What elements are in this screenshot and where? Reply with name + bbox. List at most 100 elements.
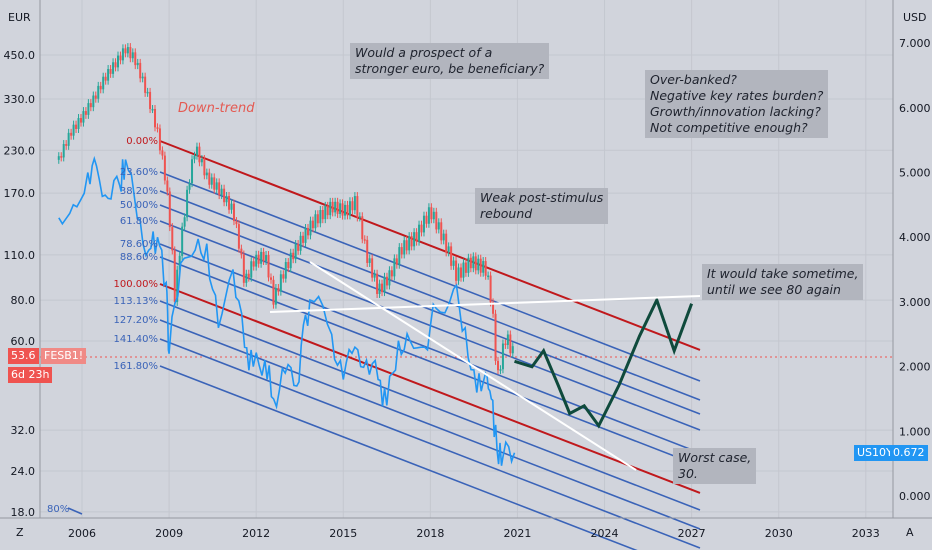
candle-body — [373, 273, 376, 278]
annotation-stronger-euro: Would a prospect of a stronger euro, be … — [350, 43, 550, 79]
candle-body — [252, 261, 255, 267]
candle-body — [413, 232, 416, 247]
candle-body — [437, 222, 440, 230]
candle-body — [376, 273, 379, 294]
candle-body — [134, 52, 137, 66]
auto-scale-button[interactable]: A — [906, 526, 914, 539]
candle-body — [146, 91, 149, 94]
fib-level-label: 0.00% — [126, 136, 158, 147]
candle-body — [220, 188, 223, 196]
fesb-price-badge: 53.6 — [8, 348, 39, 364]
candle-body — [479, 258, 482, 273]
candle-body — [459, 267, 462, 278]
candle-body — [469, 257, 472, 269]
annotation-worst-case: Worst case, 30. — [673, 448, 757, 484]
candle-body — [237, 224, 240, 249]
candle-body — [331, 201, 334, 213]
candle-body — [316, 214, 319, 224]
candle-body — [92, 95, 95, 108]
candle-body — [467, 257, 470, 273]
candle-body — [489, 275, 492, 303]
fib-line — [159, 283, 701, 494]
annotation-take-time: It would take sometime, until we see 80 … — [702, 264, 864, 300]
x-tick-label: 2006 — [68, 527, 96, 540]
candle-body — [348, 201, 351, 216]
fib-line — [159, 256, 701, 467]
left-tick-label: 170.0 — [4, 187, 36, 200]
fib-level-label: 100.00% — [114, 279, 159, 290]
candle-body — [484, 261, 487, 276]
fib-line — [159, 204, 701, 415]
candle-body — [282, 274, 285, 279]
us10y-symbol-badge: US10Y — [854, 445, 896, 461]
candle-body — [154, 108, 157, 128]
candle-body — [420, 224, 423, 233]
candle-body — [173, 250, 176, 302]
z-button[interactable]: Z — [16, 526, 24, 539]
candle-body — [67, 132, 70, 146]
candle-body — [210, 177, 213, 185]
right-tick-label: 4.000 — [899, 231, 931, 244]
candle-body — [247, 273, 250, 278]
candle-body — [442, 233, 445, 241]
candle-body — [262, 251, 265, 262]
candle-body — [75, 124, 78, 129]
candle-body — [385, 276, 388, 286]
support-trend-line — [309, 261, 637, 471]
candle-body — [205, 172, 208, 176]
left-tick-label: 80.0 — [11, 294, 36, 307]
candle-body — [77, 118, 80, 129]
right-axis-unit: USD — [903, 11, 927, 24]
candle-body — [324, 205, 327, 220]
candle-body — [193, 155, 196, 160]
candle-body — [302, 235, 305, 243]
candle-body — [482, 261, 485, 273]
fib-line — [159, 171, 701, 382]
candle-body — [62, 144, 65, 158]
candle-body — [299, 235, 302, 251]
candle-body — [294, 244, 297, 260]
candle-body — [494, 313, 497, 361]
candle-body — [408, 236, 411, 251]
candle-body — [427, 207, 430, 224]
us10y-value-badge: 0.672 — [890, 445, 928, 461]
candle-body — [341, 203, 344, 216]
candle-body — [398, 247, 401, 265]
candle-body — [425, 215, 428, 224]
x-tick-label: 2009 — [155, 527, 183, 540]
candle-body — [501, 343, 504, 370]
trend-lines — [269, 261, 701, 471]
candle-body — [260, 251, 263, 264]
projection-path — [514, 296, 694, 429]
candle-body — [186, 189, 189, 218]
candle-body — [383, 276, 386, 293]
candle-body — [435, 211, 438, 230]
candle-body — [107, 69, 110, 81]
candle-body — [499, 369, 502, 371]
candle-body — [183, 217, 186, 227]
candle-body — [124, 48, 127, 54]
candle-body — [430, 207, 433, 220]
candle-body — [321, 209, 324, 220]
candle-body — [358, 216, 361, 218]
candle-body — [129, 47, 132, 59]
x-tick-label: 2015 — [329, 527, 357, 540]
candle-body — [198, 146, 201, 163]
candle-body — [141, 76, 144, 79]
candle-body — [432, 211, 435, 220]
candle-body — [208, 172, 211, 185]
fib-line — [159, 338, 701, 549]
fib-line — [159, 190, 701, 401]
candle-body — [218, 182, 221, 196]
candle-body — [166, 180, 169, 192]
candle-body — [457, 267, 460, 281]
candle-body — [381, 283, 384, 293]
candle-body — [334, 201, 337, 213]
candle-body — [363, 239, 366, 241]
left-tick-label: 24.0 — [11, 465, 36, 478]
right-tick-label: 5.000 — [899, 167, 931, 180]
fib-level-label: 141.40% — [114, 334, 159, 345]
annotation-weak-rebound: Weak post-stimulus rebound — [475, 188, 609, 224]
